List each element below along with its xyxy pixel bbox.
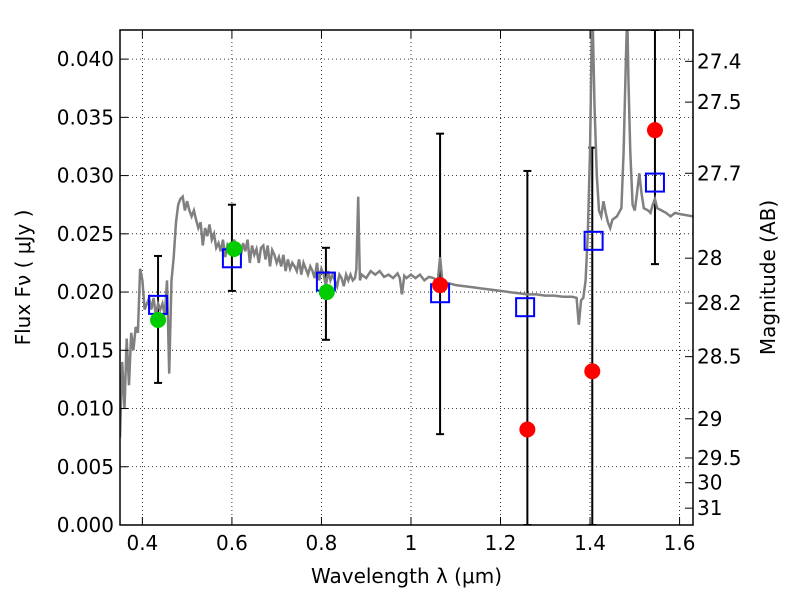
- x-tick-label: 0.6: [216, 531, 248, 555]
- red-data-point: [519, 421, 536, 438]
- spectrum-line: [120, 30, 693, 438]
- grid-lines: [120, 30, 693, 526]
- y-tick-label: 0.020: [57, 280, 114, 304]
- model-square-point: [583, 230, 604, 251]
- plot-frame: [119, 29, 694, 526]
- y2-tick-label: 27.7: [697, 161, 742, 185]
- y-tick-label: 0.030: [57, 164, 114, 188]
- x-tick-label: 0.4: [126, 531, 158, 555]
- x-tick-label: 1.2: [485, 531, 517, 555]
- y-tick-label: 0.000: [57, 513, 114, 537]
- y2-tick-label: 28: [697, 246, 722, 270]
- y-tick-label: 0.015: [57, 338, 114, 362]
- x-tick-label: 1.6: [664, 531, 696, 555]
- green-data-point: [150, 312, 167, 329]
- red-data-point: [432, 277, 449, 294]
- y-tick-label: 0.025: [57, 222, 114, 246]
- red-data-point: [646, 122, 663, 139]
- model-square-point: [515, 297, 536, 318]
- y-tick-label: 0.035: [57, 105, 114, 129]
- y2-tick-label: 29.5: [697, 446, 742, 470]
- y2-tick-label: 27.4: [697, 49, 742, 73]
- y2-tick-label: 30: [697, 471, 722, 495]
- y-tick-label: 0.005: [57, 455, 114, 479]
- y-tick-label: 0.040: [57, 47, 114, 71]
- x-tick-label: 1: [405, 531, 418, 555]
- y-tick-label: 0.010: [57, 397, 114, 421]
- x-tick-label: 0.8: [306, 531, 338, 555]
- y2-axis-label: Magnitude (AB): [756, 200, 780, 355]
- green-data-point: [318, 284, 335, 301]
- model-square-point: [644, 172, 665, 193]
- y2-tick-label: 31: [697, 496, 722, 520]
- y2-tick-label: 28.5: [697, 345, 742, 369]
- red-data-point: [584, 363, 601, 380]
- y-axis-ticks: 0.000 0.005 0.010 0.015 0.020 0.025 0.030 0.035…: [57, 47, 128, 537]
- x-axis-label: Wavelength λ (μm): [311, 564, 502, 588]
- y2-tick-label: 28.2: [697, 291, 742, 315]
- plot-area: [120, 30, 693, 525]
- y2-tick-label: 29: [697, 407, 722, 431]
- y-axis-label: Flux Fν ( μJy ): [11, 210, 35, 346]
- x-tick-label: 1.4: [574, 531, 606, 555]
- x-axis-ticks: 0.4 0.6 0.8 1 1.2 1.4 1.6: [126, 30, 695, 555]
- green-data-point: [226, 240, 243, 257]
- y2-tick-label: 27.5: [697, 90, 742, 114]
